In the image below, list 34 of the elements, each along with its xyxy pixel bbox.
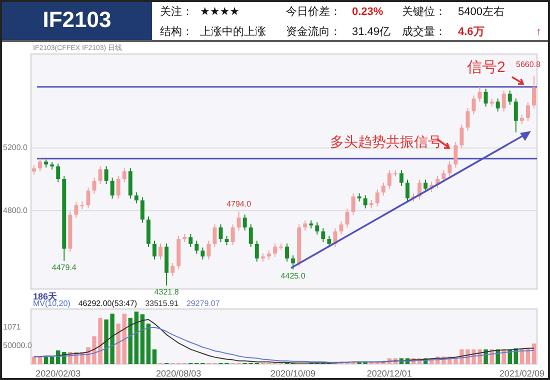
series-label: 33515.91: [145, 299, 179, 308]
text: 关键位：: [402, 4, 446, 18]
text: 186天: [33, 291, 58, 302]
text: 46292.00(53:47): [78, 299, 138, 308]
text: 资金流向：: [286, 24, 341, 38]
x-tick-label: 2020/02/03: [36, 368, 81, 378]
text: 31.49亿: [352, 26, 391, 38]
annotation: 4794.0: [226, 200, 252, 209]
annotation: 信号2: [467, 58, 506, 76]
text: 29279.07: [186, 299, 220, 308]
x-tick-label: 2020/12/01: [366, 368, 412, 378]
text: 结构：: [160, 24, 193, 38]
text: IF2103: [42, 6, 112, 32]
x-tick-label: 2021/02/09: [499, 368, 544, 378]
text: 今日价差：: [286, 6, 341, 18]
text: 上涨中的上涨: [200, 24, 266, 38]
annotation: 4425.0: [280, 272, 306, 281]
y-tick-label: 5200.0: [3, 143, 28, 152]
annotation: 4479.4: [52, 263, 77, 272]
annotation: 50000.0: [3, 340, 32, 350]
chart-title: MV(10,20): [33, 299, 71, 308]
text: ★★★★: [200, 6, 240, 18]
text: 0.23%: [352, 6, 384, 18]
annotation: 5660.8: [516, 60, 542, 70]
text: ↑: [536, 26, 542, 38]
text: 成交量：: [402, 24, 446, 38]
y-tick-label: 4800.0: [3, 206, 28, 215]
x-tick-label: 2020/10/09: [270, 368, 316, 378]
annotation: 4321.8: [154, 288, 180, 297]
text: 1071: [3, 322, 22, 332]
x-tick-label: 2020/08/03: [156, 368, 202, 378]
text: 4.6万: [458, 26, 484, 38]
text: 关注：: [160, 4, 193, 18]
text: 5400左右: [458, 6, 504, 18]
